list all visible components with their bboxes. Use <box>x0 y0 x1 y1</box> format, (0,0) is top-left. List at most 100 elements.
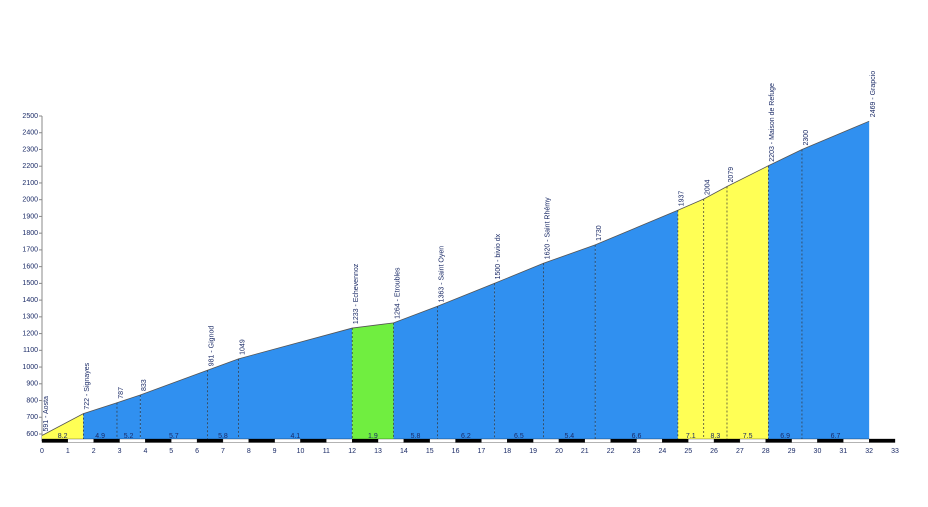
y-tick-label: 1600 <box>22 263 38 270</box>
segment-gradient: 6.6 <box>632 433 642 440</box>
x-tick-label: 18 <box>503 448 511 455</box>
point-label: 981 - Gignod <box>208 326 215 367</box>
segment-area <box>116 395 141 441</box>
x-tick-label: 24 <box>658 448 666 455</box>
segment-gradient: 5.8 <box>218 433 228 440</box>
point-label: 1620 - Saint Rhémy <box>544 197 551 259</box>
segment-gradient: 4.9 <box>95 433 105 440</box>
segment-gradient: 6.7 <box>831 433 841 440</box>
segment-area <box>595 210 678 441</box>
profile-line <box>41 120 870 436</box>
point-label: 1937 <box>679 191 686 207</box>
segment-gradient: 5.7 <box>169 433 179 440</box>
point-label: 1730 <box>596 225 603 241</box>
km-bar <box>222 438 249 443</box>
x-tick-label: 28 <box>762 448 770 455</box>
x-tick-label: 23 <box>633 448 641 455</box>
x-tick-label: 22 <box>607 448 615 455</box>
point-label: 2004 <box>705 179 712 195</box>
point-label: 1264 - Etroubles <box>394 267 401 319</box>
x-tick-label: 8 <box>247 448 251 455</box>
y-tick-label: 1100 <box>23 347 38 354</box>
km-bar <box>145 438 172 443</box>
km-bar <box>455 438 482 443</box>
y-tick-label: 2300 <box>22 146 38 153</box>
km-bar <box>403 438 430 443</box>
segment-area <box>726 165 769 441</box>
y-tick-label: 700 <box>26 414 38 421</box>
x-tick-label: 14 <box>400 448 408 455</box>
km-bar <box>196 438 224 443</box>
point-label: 2203 - Maison de Refuge <box>769 83 776 162</box>
segment-gradient: 1.9 <box>368 433 378 440</box>
x-tick-label: 13 <box>374 448 382 455</box>
km-bar <box>248 438 275 443</box>
km-bar <box>610 438 637 443</box>
point-label: 2469 - Grapcio <box>870 71 877 117</box>
km-bar <box>739 438 766 443</box>
segment-area <box>42 413 84 441</box>
point-label: 833 <box>141 379 148 391</box>
y-tick-label: 1800 <box>22 230 38 237</box>
km-bar <box>817 438 844 443</box>
km-bar <box>67 438 94 443</box>
km-bar <box>662 438 689 443</box>
segment-gradient: 6.9 <box>780 433 790 440</box>
x-tick-label: 26 <box>710 448 718 455</box>
segment-area <box>393 306 438 441</box>
km-bar <box>326 438 353 443</box>
x-tick-label: 29 <box>788 448 796 455</box>
point-label: 591 - Aosta <box>43 396 50 432</box>
y-tick-label: 900 <box>26 381 38 388</box>
segment-area <box>83 402 117 441</box>
y-tick-label: 2000 <box>22 197 38 204</box>
segment-area <box>677 199 704 441</box>
x-tick-label: 20 <box>555 448 563 455</box>
segment-gradient: 8.2 <box>58 433 68 440</box>
point-label: 1363 - Saint Oyen <box>438 246 445 303</box>
x-tick-label: 21 <box>581 448 589 455</box>
x-tick-label: 16 <box>452 448 460 455</box>
segment-gradient: 4.1 <box>290 433 300 440</box>
x-tick-label: 25 <box>684 448 692 455</box>
km-bar <box>532 438 560 443</box>
segment-area <box>352 322 394 441</box>
segment-gradient: 5.4 <box>564 433 574 440</box>
y-tick-label: 2400 <box>22 130 38 137</box>
segment-gradient: 5.8 <box>411 433 421 440</box>
km-bar <box>300 438 327 443</box>
y-tick-label: 2200 <box>22 163 38 170</box>
x-tick-label: 7 <box>221 448 225 455</box>
point-label: 1049 <box>239 339 246 355</box>
segment-area <box>207 358 239 441</box>
x-tick-label: 1 <box>66 448 70 455</box>
x-tick-label: 12 <box>348 448 356 455</box>
x-tick-label: 32 <box>865 448 873 455</box>
y-tick-label: 1300 <box>22 314 38 321</box>
segment-gradient: 7.5 <box>743 433 753 440</box>
y-tick-label: 600 <box>26 431 38 438</box>
km-bar <box>765 438 792 443</box>
x-tick-label: 5 <box>169 448 173 455</box>
km-bar <box>93 438 120 443</box>
segment-gradient: 7.1 <box>686 433 696 440</box>
km-bar <box>843 438 870 443</box>
segment-area <box>768 149 802 441</box>
segment-gradient: 6.2 <box>461 433 471 440</box>
point-label: 2079 <box>728 167 735 183</box>
x-tick-label: 15 <box>426 448 434 455</box>
y-tick-label: 1500 <box>22 280 38 287</box>
km-bar <box>636 438 663 443</box>
segment-area <box>703 186 727 441</box>
km-bar <box>558 438 585 443</box>
km-bar <box>429 438 456 443</box>
x-tick-label: 10 <box>297 448 305 455</box>
point-label: 722 - Signayes <box>84 362 91 409</box>
km-bar <box>713 438 741 443</box>
km-bar <box>171 438 198 443</box>
y-tick-label: 2500 <box>22 113 38 120</box>
km-bar <box>41 438 68 443</box>
km-bar <box>274 438 301 443</box>
segment-gradient: 5.2 <box>124 433 134 440</box>
